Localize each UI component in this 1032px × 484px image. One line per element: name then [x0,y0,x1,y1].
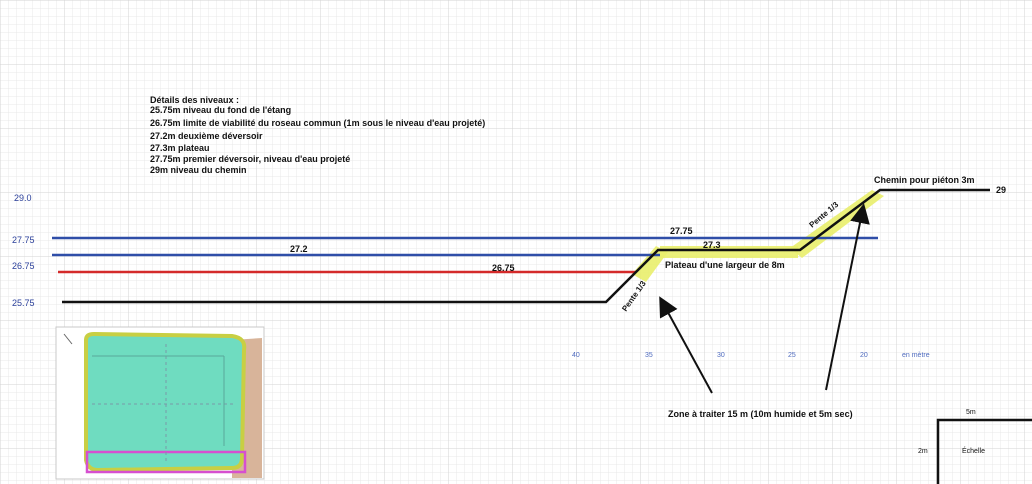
distance-tick-25: 25 [788,352,796,359]
scale-box: 5m 2m Échelle [918,409,1032,484]
highlight-plateau [660,246,798,258]
distance-tick-35: 35 [645,352,653,359]
map-pond-area [84,331,247,473]
zone-arrow-left [659,296,713,394]
distance-tick-20: 20 [860,352,868,359]
legend-line-5: 27.75m premier déversoir, niveau d'eau p… [150,154,350,164]
legend-line-1: 25.75m niveau du fond de l'étang [150,105,291,115]
ground-profile [62,188,990,304]
path-label: Chemin pour piéton 3m [874,175,975,185]
axis-label-26-75: 26.75 [12,261,35,271]
line-label-26-75: 26.75 [492,263,515,273]
line-label-27-2: 27.2 [290,244,308,254]
distance-unit: en mètre [902,352,930,359]
line-label-27-75: 27.75 [670,226,693,236]
legend-line-2: 26.75m limite de viabilité du roseau com… [150,118,485,128]
axis-label-25-75: 25.75 [12,298,35,308]
site-map-inset [55,326,265,480]
scale-frame [936,418,1032,484]
distance-tick-40: 40 [572,352,580,359]
line-label-27-3: 27.3 [703,240,721,250]
legend-line-3: 27.2m deuxième déversoir [150,131,263,141]
distance-tick-30: 30 [717,352,725,359]
legend-line-4: 27.3m plateau [150,143,210,153]
legend-title: Détails des niveaux : [150,95,239,105]
axis-label-27-75: 27.75 [12,235,35,245]
map-north-tick [63,333,73,345]
axis-label-29: 29.0 [14,193,32,203]
zone-arrow-right [825,203,870,391]
scale-height-label: 2m [918,448,928,455]
legend-line-6: 29m niveau du chemin [150,165,247,175]
zone-label: Zone à traiter 15 m (10m humide et 5m se… [668,409,853,419]
plateau-label: Plateau d'une largeur de 8m [665,260,785,270]
levels-legend: Détails des niveaux : 25.75m niveau du f… [150,95,485,175]
line-label-29: 29 [996,185,1006,195]
scale-title: Échelle [962,446,985,455]
scale-width-label: 5m [966,409,976,416]
